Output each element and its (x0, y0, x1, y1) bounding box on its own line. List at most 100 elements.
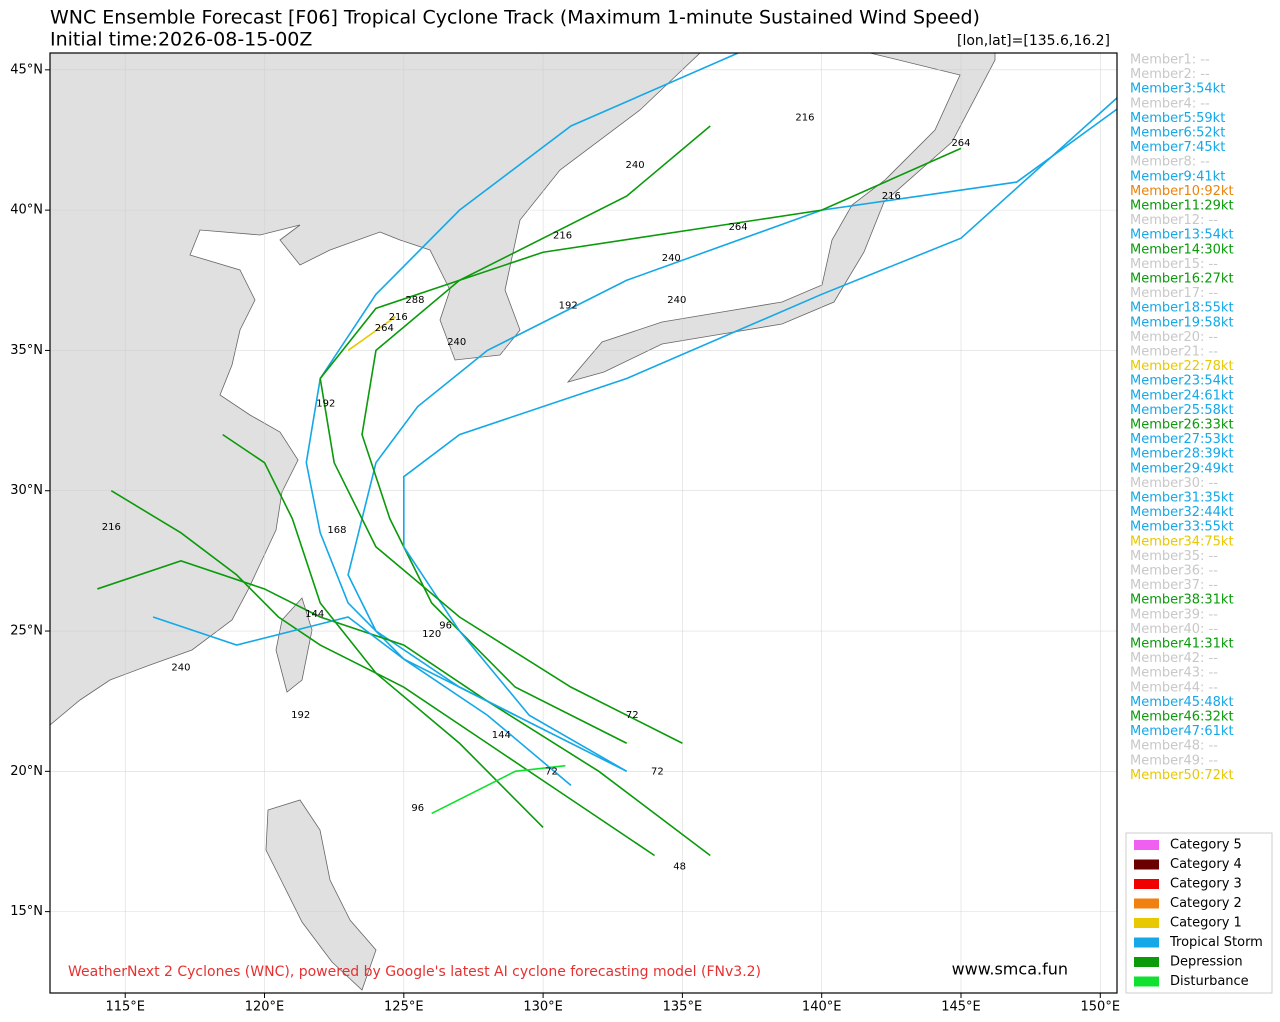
member-label: Member5:59kt (1130, 111, 1225, 126)
chart-title: WNC Ensemble Forecast [F06] Tropical Cyc… (50, 7, 980, 29)
time-label: 48 (673, 862, 686, 873)
time-label: 264 (729, 222, 748, 233)
x-tick-label: 140°E (802, 1000, 842, 1015)
member-label: Member25:58kt (1130, 403, 1234, 418)
time-label: 72 (651, 766, 664, 777)
member-label: Member39: -- (1130, 607, 1218, 622)
member-label: Member47:61kt (1130, 724, 1234, 739)
y-tick-label: 45°N (10, 62, 43, 77)
time-label: 144 (305, 609, 324, 620)
time-label: 240 (171, 663, 190, 674)
member-label: Member30: -- (1130, 476, 1218, 491)
y-tick-label: 35°N (10, 343, 43, 358)
member-label: Member10:92kt (1130, 184, 1234, 199)
member-label: Member37: -- (1130, 578, 1218, 593)
track-line (110, 490, 655, 857)
member-label: Member12: -- (1130, 213, 1218, 228)
time-label: 192 (291, 710, 310, 721)
member-label: Member44: -- (1130, 680, 1218, 695)
time-label: 240 (667, 295, 686, 306)
legend-label: Depression (1170, 955, 1243, 970)
legend-label: Disturbance (1170, 974, 1249, 989)
time-label: 216 (553, 230, 572, 241)
member-label: Member17: -- (1130, 286, 1218, 301)
y-tick-label: 15°N (10, 904, 43, 919)
x-tick-label: 115°E (105, 1000, 145, 1015)
x-tick-label: 120°E (245, 1000, 285, 1015)
watermark: www.smca.fun (952, 960, 1068, 979)
legend-label: Tropical Storm (1169, 935, 1263, 950)
track-line (305, 53, 739, 786)
legend-swatch (1134, 898, 1159, 909)
member-label: Member11:29kt (1130, 199, 1234, 214)
member-label: Member45:48kt (1130, 695, 1234, 710)
time-label: 168 (327, 525, 346, 536)
land-luzon (265, 799, 377, 991)
member-label: Member16:27kt (1130, 272, 1234, 287)
member-label: Member8: -- (1130, 155, 1210, 170)
track-line (431, 764, 566, 815)
member-label: Member19:58kt (1130, 315, 1234, 330)
legend-swatch (1134, 957, 1159, 967)
time-label: 144 (492, 730, 511, 741)
member-label: Member20: -- (1130, 330, 1218, 345)
member-label: Member13:54kt (1130, 228, 1234, 243)
legend-label: Category 1 (1170, 916, 1242, 931)
legend-swatch (1134, 976, 1159, 987)
member-label: Member23:54kt (1130, 374, 1234, 389)
member-label: Member34:75kt (1130, 534, 1234, 549)
member-label: Member36: -- (1130, 564, 1218, 579)
legend-label: Category 2 (1170, 896, 1242, 911)
time-label: 96 (411, 803, 424, 814)
time-label: 96 (439, 620, 452, 631)
time-label: 216 (882, 191, 901, 202)
track-line (403, 97, 1117, 773)
time-label: 72 (626, 710, 639, 721)
time-label: 216 (102, 522, 121, 533)
member-label: Member26:33kt (1130, 418, 1234, 433)
time-label: 240 (625, 160, 644, 171)
y-tick-label: 25°N (10, 624, 43, 639)
legend-swatch (1134, 918, 1159, 928)
member-label: Member1: -- (1130, 53, 1210, 68)
land-japan (566, 53, 996, 383)
member-label: Member41:31kt (1130, 637, 1234, 652)
track-line (361, 125, 711, 744)
y-tick-label: 20°N (10, 764, 43, 779)
member-label: Member22:78kt (1130, 359, 1234, 374)
chart-subtitle: Initial time:2026-08-15-00Z (50, 29, 312, 51)
time-label: 120 (422, 629, 441, 640)
time-label: 192 (559, 301, 578, 312)
legend-swatch (1134, 937, 1159, 948)
map-frame (49, 52, 1118, 994)
member-label: Member14:30kt (1130, 242, 1234, 257)
member-label: Member40: -- (1130, 622, 1218, 637)
member-label: Member27:53kt (1130, 432, 1234, 447)
member-label: Member4: -- (1130, 96, 1210, 111)
track-line (347, 316, 396, 352)
track-line (97, 560, 711, 857)
member-label: Member24:61kt (1130, 388, 1234, 403)
member-label: Member38:31kt (1130, 593, 1234, 608)
time-label: 264 (375, 323, 394, 334)
time-label: 192 (316, 399, 335, 410)
member-label: Member46:32kt (1130, 710, 1234, 725)
legend-label: Category 4 (1170, 857, 1242, 872)
x-tick-label: 130°E (523, 1000, 563, 1015)
track-line (152, 616, 516, 716)
time-label: 72 (545, 766, 558, 777)
time-label: 240 (447, 337, 466, 348)
x-tick-label: 145°E (941, 1000, 981, 1015)
legend-label: Category 3 (1170, 877, 1242, 892)
member-label: Member6:52kt (1130, 126, 1225, 141)
x-tick-label: 125°E (384, 1000, 424, 1015)
member-label: Member28:39kt (1130, 447, 1234, 462)
y-tick-label: 40°N (10, 203, 43, 218)
position-note: [lon,lat]=[135.6,16.2] (957, 33, 1110, 49)
time-label: 216 (795, 113, 814, 124)
member-label: Member49: -- (1130, 753, 1218, 768)
member-label: Member48: -- (1130, 739, 1218, 754)
legend-swatch (1134, 840, 1159, 850)
member-label: Member3:54kt (1130, 82, 1225, 97)
